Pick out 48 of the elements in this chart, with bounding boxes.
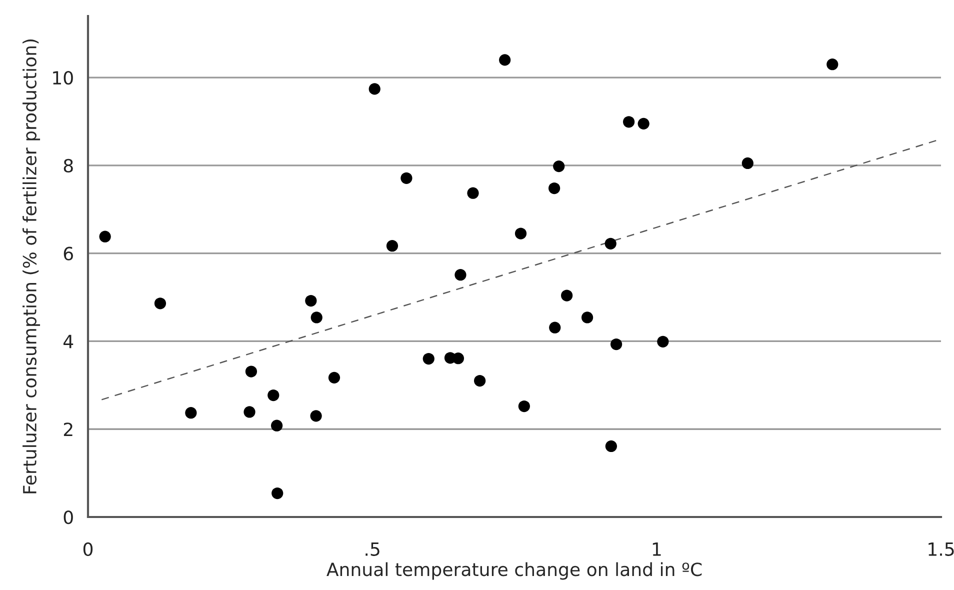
point: [305, 294, 317, 307]
y-axis-title: Fertuluzer consumption (% of fertilizer production): [22, 39, 40, 494]
y-tick-label: 8: [64, 158, 73, 173]
point: [605, 440, 617, 452]
point: [268, 389, 280, 402]
point: [499, 54, 511, 66]
point: [467, 187, 479, 199]
point: [452, 352, 464, 364]
point: [638, 118, 650, 130]
point: [548, 182, 560, 194]
point: [328, 372, 340, 384]
point: [454, 269, 466, 281]
point: [826, 58, 838, 70]
x-axis-title: Annual temperature change on land in ºC: [326, 562, 702, 580]
x-tick-label: 0: [83, 542, 93, 556]
point: [422, 352, 434, 365]
point: [622, 116, 635, 128]
point: [245, 366, 258, 378]
point: [244, 406, 256, 418]
point: [99, 230, 111, 242]
x-tick-label: .5: [366, 542, 380, 556]
point: [514, 228, 527, 240]
point: [386, 240, 398, 252]
x-tick-label: 1: [652, 542, 661, 556]
point: [604, 238, 616, 250]
point: [657, 336, 669, 348]
y-tick-label: 6: [64, 246, 73, 260]
point: [549, 322, 561, 334]
point: [270, 420, 283, 432]
point: [272, 487, 284, 500]
point: [185, 407, 197, 419]
x-tick-label: 1.5: [928, 542, 954, 556]
point: [581, 312, 594, 324]
point: [518, 400, 530, 412]
point: [368, 83, 380, 95]
point: [742, 157, 754, 170]
point: [400, 172, 412, 184]
point: [154, 298, 166, 310]
point: [561, 290, 573, 302]
y-tick-label: 10: [53, 70, 73, 85]
y-tick-label: 0: [64, 510, 73, 524]
point: [310, 312, 322, 324]
y-tick-label: 2: [64, 422, 72, 436]
point: [553, 160, 565, 172]
y-tick-label: 4: [64, 334, 74, 348]
point: [610, 338, 622, 350]
point: [474, 374, 486, 387]
point: [310, 410, 322, 422]
